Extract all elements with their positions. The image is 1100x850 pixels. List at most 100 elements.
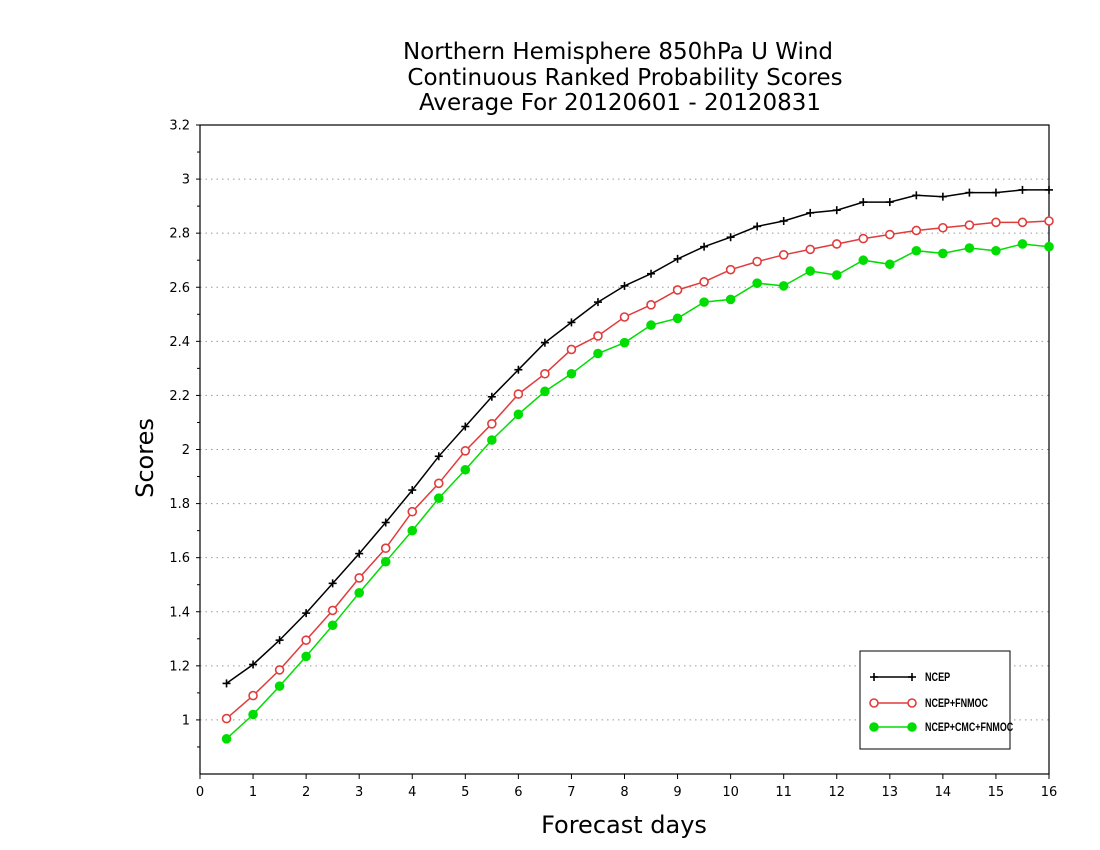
legend-marker [869, 698, 879, 708]
data-point [540, 338, 549, 347]
series-ncep-fnmoc [221, 216, 1054, 724]
data-point [593, 331, 603, 341]
data-point [725, 294, 736, 305]
data-point [778, 250, 789, 260]
data-point [991, 217, 1001, 228]
legend-marker [907, 722, 917, 732]
y-tick-label: 1.4 [169, 605, 190, 620]
data-point [1017, 239, 1028, 249]
data-point [328, 579, 337, 588]
x-tick-label: 15 [988, 785, 1005, 800]
series-ncep [222, 185, 1053, 688]
data-point [274, 681, 285, 691]
data-point [938, 192, 947, 201]
data-point [619, 337, 630, 348]
data-point [699, 297, 709, 307]
data-point [646, 320, 656, 330]
data-point [407, 506, 418, 517]
x-tick-label: 1 [249, 785, 257, 800]
data-point [302, 609, 311, 618]
y-tick-label: 2.8 [169, 227, 190, 242]
y-tick-label: 3 [182, 173, 190, 188]
y-tick-label: 1.8 [169, 497, 190, 512]
x-tick-label: 8 [620, 785, 628, 800]
data-point [248, 709, 258, 720]
x-tick-label: 2 [302, 785, 310, 800]
x-axis-label: Forecast days [541, 811, 707, 839]
data-point [831, 270, 842, 280]
data-point [1017, 217, 1028, 228]
legend-entry: NCEP+CMC+FNMOC [869, 720, 1013, 734]
x-axis: 0 1 2 3 4 5 6 7 8 9 10 11 12 13 14 15 16 [196, 774, 1057, 800]
x-tick-label: 3 [355, 785, 363, 800]
data-point [1045, 185, 1053, 194]
series-ncep-cmc-fnmoc [221, 239, 1054, 744]
data-point [513, 409, 524, 420]
data-point [832, 206, 841, 215]
y-tick-label: 2.2 [169, 389, 190, 404]
data-point [805, 266, 816, 276]
data-point [619, 312, 630, 322]
data-point [647, 269, 656, 278]
y-tick-label: 1.6 [169, 551, 190, 566]
data-point [380, 543, 391, 554]
data-point [460, 446, 471, 456]
data-point [911, 225, 922, 236]
data-point [354, 573, 364, 583]
series-line [226, 220, 1050, 720]
legend-marker [908, 673, 916, 681]
y-tick-label: 2.4 [169, 335, 190, 350]
data-point [487, 392, 496, 401]
data-point [274, 665, 285, 675]
data-point [912, 191, 921, 200]
legend-entry: NCEP+FNMOC [869, 696, 988, 710]
data-point [620, 281, 629, 290]
data-point [859, 198, 868, 207]
data-point [779, 216, 788, 225]
data-point [672, 313, 683, 324]
data-point [275, 636, 284, 645]
data-point [381, 518, 390, 527]
data-point [1044, 241, 1054, 252]
data-point [726, 233, 735, 242]
series [221, 185, 1054, 744]
data-point [673, 254, 682, 263]
legend: NCEP NCEP+FNMOC NCEP+CMC+FNMOC [859, 650, 1013, 750]
y-tick-label: 1 [182, 713, 190, 728]
data-point [700, 242, 709, 251]
data-point [672, 285, 683, 295]
data-point [407, 525, 418, 536]
data-point [460, 464, 471, 475]
x-tick-label: 13 [882, 785, 899, 800]
data-point [514, 365, 523, 374]
data-point [566, 344, 577, 355]
data-point [540, 368, 550, 379]
x-tick-label: 0 [196, 785, 204, 800]
data-point [301, 651, 311, 662]
data-point [248, 690, 258, 701]
x-tick-label: 11 [775, 785, 792, 800]
x-tick-label: 4 [408, 785, 416, 800]
data-point [964, 243, 975, 253]
data-point [487, 419, 497, 429]
y-tick-label: 2 [182, 443, 190, 458]
data-point [222, 679, 231, 688]
data-point [911, 245, 922, 256]
data-point [938, 222, 948, 233]
data-point [487, 435, 497, 445]
data-point [380, 556, 391, 567]
data-point [221, 713, 232, 724]
chart-title-line-2: Continuous Ranked Probability Scores [407, 65, 842, 91]
chart-title: Northern Hemisphere 850hPa U Wind Contin… [403, 39, 843, 116]
legend-label: NCEP+FNMOC [925, 696, 988, 710]
legend-marker [869, 722, 879, 732]
x-tick-label: 7 [567, 785, 575, 800]
y-tick-label: 2.6 [169, 281, 190, 296]
data-point [567, 318, 576, 327]
data-point [965, 188, 974, 197]
data-point [831, 239, 842, 249]
x-tick-label: 6 [514, 785, 522, 800]
data-point [355, 549, 364, 558]
data-point [566, 368, 577, 379]
